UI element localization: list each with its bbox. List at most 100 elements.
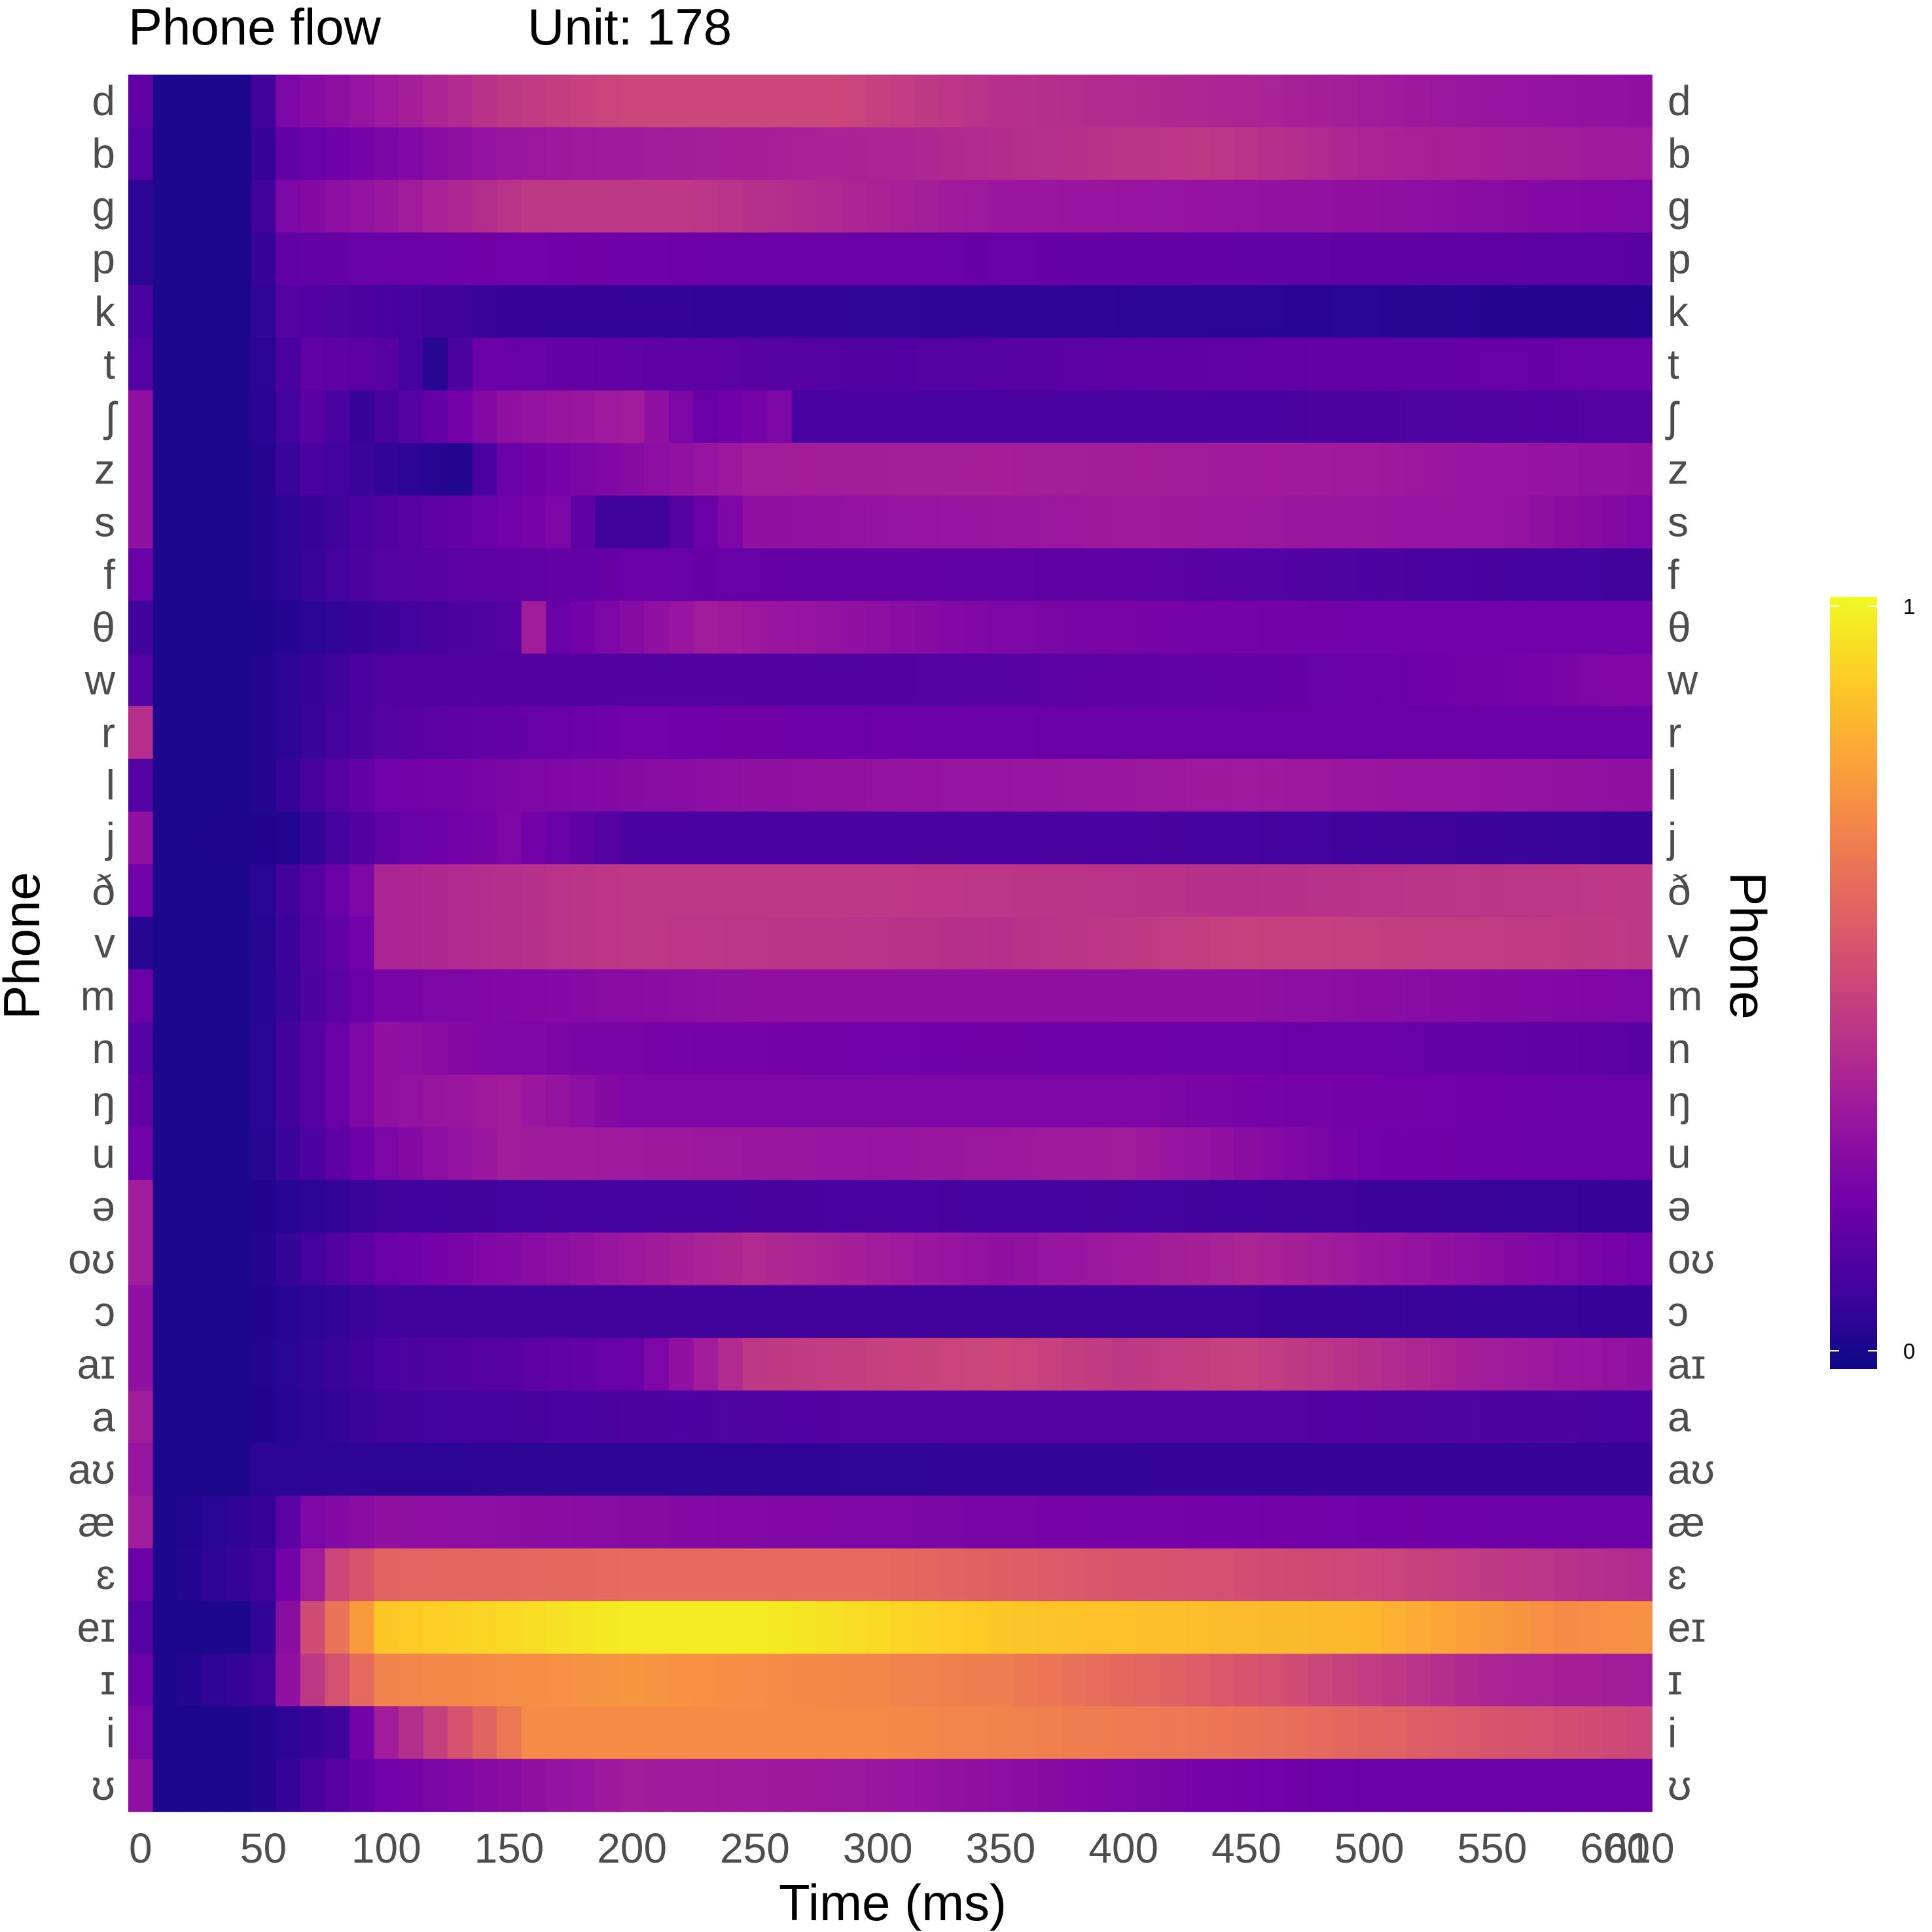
- heatmap-cell: [1504, 1390, 1530, 1444]
- heatmap-cell: [1111, 495, 1137, 549]
- heatmap-cell: [1504, 442, 1530, 497]
- heatmap-cell: [399, 1232, 424, 1286]
- y-tick-label-left: g: [92, 183, 115, 230]
- heatmap-cell: [1086, 179, 1112, 234]
- heatmap-cell: [251, 601, 277, 654]
- heatmap-cell: [1529, 285, 1554, 338]
- heatmap-cell: [202, 1495, 227, 1549]
- heatmap-cell: [251, 1443, 277, 1497]
- heatmap-cell: [300, 1338, 326, 1391]
- heatmap-cell: [1086, 1075, 1112, 1128]
- heatmap-cell: [1086, 127, 1112, 181]
- heatmap-cell: [1283, 1601, 1309, 1655]
- heatmap-cell: [1012, 1759, 1039, 1812]
- heatmap-cell: [423, 1285, 448, 1338]
- heatmap-cell: [840, 1759, 867, 1812]
- heatmap-cell: [963, 1495, 989, 1549]
- heatmap-cell: [865, 916, 891, 971]
- heatmap-cell: [1578, 653, 1603, 707]
- heatmap-cell: [128, 1759, 154, 1812]
- heatmap-cell: [1627, 127, 1653, 181]
- heatmap-cell: [1602, 916, 1628, 971]
- heatmap-cell: [521, 495, 547, 549]
- heatmap-cell: [693, 442, 719, 497]
- heatmap-cell: [152, 75, 178, 128]
- heatmap-cell: [865, 285, 891, 338]
- heatmap-cell: [399, 285, 424, 338]
- heatmap-cell: [1037, 706, 1063, 760]
- heatmap-cell: [325, 442, 350, 497]
- heatmap-cell: [963, 1548, 989, 1602]
- heatmap-cell: [595, 495, 620, 549]
- heatmap-cell: [276, 1127, 301, 1181]
- heatmap-cell: [914, 179, 940, 234]
- heatmap-cell: [718, 495, 743, 549]
- heatmap-cell: [423, 759, 448, 812]
- heatmap-cell: [1529, 390, 1554, 444]
- heatmap-cell: [1037, 1285, 1063, 1338]
- heatmap-cell: [276, 1601, 301, 1655]
- heatmap-cell: [472, 285, 498, 338]
- heatmap-cell: [742, 811, 768, 865]
- heatmap-cell: [1111, 601, 1137, 654]
- heatmap-cell: [546, 548, 571, 602]
- heatmap-cell: [1332, 285, 1358, 338]
- heatmap-cell: [914, 1075, 940, 1128]
- heatmap-cell: [767, 1022, 793, 1075]
- heatmap-cell: [1209, 232, 1235, 286]
- heatmap-cell: [423, 1338, 448, 1391]
- heatmap-cell: [1308, 390, 1333, 444]
- heatmap-cell: [177, 1232, 203, 1286]
- heatmap-cell: [1209, 1232, 1235, 1286]
- heatmap-cell: [890, 548, 916, 602]
- heatmap-cell: [595, 127, 620, 181]
- heatmap-cell: [669, 601, 694, 654]
- heatmap-cell: [791, 442, 817, 497]
- heatmap-cell: [718, 1706, 743, 1760]
- heatmap-cell: [1332, 1390, 1358, 1444]
- heatmap-cell: [251, 759, 277, 812]
- heatmap-cell: [202, 1232, 227, 1286]
- heatmap-cell: [939, 653, 965, 707]
- heatmap-cell: [276, 864, 301, 918]
- heatmap-cell: [1480, 1653, 1505, 1707]
- heatmap-cell: [1012, 706, 1039, 760]
- heatmap-cell: [1627, 390, 1653, 444]
- heatmap-cell: [988, 1022, 1014, 1075]
- y-tick-label-right: æ: [1668, 1499, 1705, 1546]
- heatmap-cell: [251, 1075, 277, 1128]
- y-tick-label-right: aɪ: [1668, 1340, 1706, 1387]
- heatmap-cell: [890, 338, 916, 391]
- heatmap-cell: [1553, 601, 1579, 654]
- heatmap-cell: [619, 1127, 645, 1181]
- heatmap-cell: [1480, 1075, 1505, 1128]
- heatmap-cell: [718, 601, 743, 654]
- heatmap-cell: [1357, 1179, 1382, 1234]
- heatmap-cell: [251, 1495, 277, 1549]
- heatmap-cell: [1406, 1179, 1431, 1234]
- heatmap-cell: [1136, 1390, 1161, 1444]
- heatmap-cell: [1357, 1759, 1382, 1812]
- heatmap-cell: [1381, 232, 1407, 286]
- heatmap-cell: [521, 232, 547, 286]
- heatmap-cell: [693, 285, 719, 338]
- heatmap-cell: [1406, 127, 1431, 181]
- heatmap-cell: [742, 232, 768, 286]
- heatmap-cell: [448, 495, 473, 549]
- heatmap-cell: [669, 811, 694, 865]
- heatmap-cell: [1185, 179, 1210, 234]
- heatmap-cell: [349, 1495, 375, 1549]
- heatmap-cell: [914, 1601, 940, 1655]
- heatmap-cell: [1160, 495, 1186, 549]
- heatmap-cell: [1431, 969, 1456, 1023]
- heatmap-cell: [619, 1443, 645, 1497]
- heatmap-cell: [152, 1285, 178, 1338]
- heatmap-cell: [840, 75, 867, 128]
- heatmap-cell: [1283, 1443, 1309, 1497]
- heatmap-cell: [939, 1653, 965, 1707]
- heatmap-cell: [1037, 1443, 1063, 1497]
- heatmap-cell: [1209, 1601, 1235, 1655]
- heatmap-cell: [1455, 759, 1480, 812]
- heatmap-cell: [840, 706, 867, 760]
- heatmap-cell: [374, 1390, 399, 1444]
